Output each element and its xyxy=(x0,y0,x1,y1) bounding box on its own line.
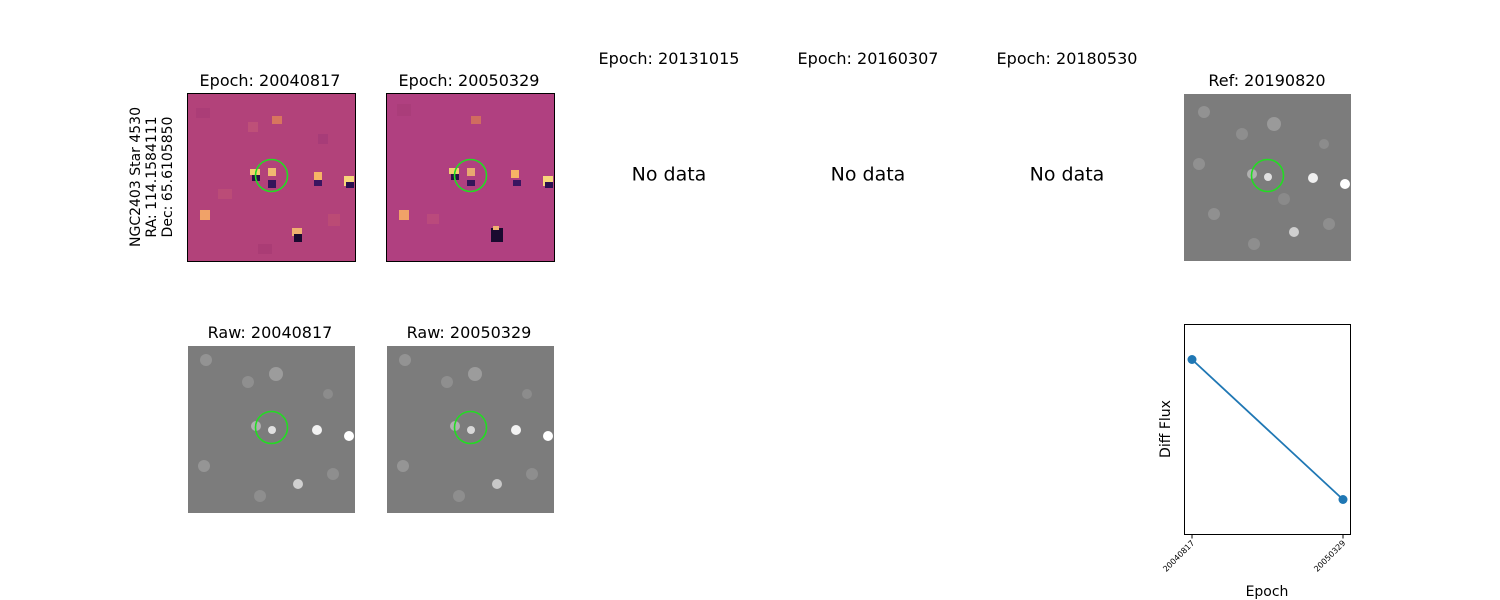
data-point xyxy=(1187,355,1197,364)
difference-image-20050329 xyxy=(386,93,555,262)
raw-image-20040817 xyxy=(188,346,355,513)
target-marker-circle xyxy=(453,158,488,193)
x-axis-label: Epoch xyxy=(1245,584,1289,600)
y-axis-label: Diff Flux xyxy=(1158,400,1174,458)
panel-title-ref: Ref: 20190820 xyxy=(1208,71,1326,90)
diff-flux-light-curve: 20040817 20050329 xyxy=(1161,324,1351,574)
target-marker-circle xyxy=(1250,158,1285,193)
series-line xyxy=(1191,358,1344,501)
difference-image-20040817 xyxy=(187,93,356,262)
target-marker-circle xyxy=(254,158,289,193)
x-tick-label: 20040817 xyxy=(1161,539,1196,574)
raw-image-20050329 xyxy=(387,346,554,513)
panel-title-epoch-20160307: Epoch: 20160307 xyxy=(797,49,939,68)
no-data-20160307: No data xyxy=(830,163,906,186)
target-marker-circle xyxy=(254,410,289,445)
panel-title-raw-20040817: Raw: 20040817 xyxy=(207,323,333,342)
data-point xyxy=(1338,495,1348,504)
panel-title-diff-20050329: Epoch: 20050329 xyxy=(398,71,540,90)
panel-title-epoch-20180530: Epoch: 20180530 xyxy=(996,49,1138,68)
target-dec: Dec: 65.6105850 xyxy=(160,116,176,238)
target-marker-circle xyxy=(453,410,488,445)
panel-title-diff-20040817: Epoch: 20040817 xyxy=(199,71,341,90)
reference-image xyxy=(1184,94,1351,261)
x-tick-label: 20050329 xyxy=(1312,539,1347,574)
target-ra: RA: 114.1584111 xyxy=(144,116,160,238)
panel-title-raw-20050329: Raw: 20050329 xyxy=(406,323,532,342)
target-info-label: NGC2403 Star 4530 RA: 114.1584111 Dec: 6… xyxy=(128,107,176,247)
no-data-20131015: No data xyxy=(631,163,707,186)
target-name: NGC2403 Star 4530 xyxy=(128,107,144,247)
panel-title-epoch-20131015: Epoch: 20131015 xyxy=(598,49,740,68)
no-data-20180530: No data xyxy=(1029,163,1105,186)
